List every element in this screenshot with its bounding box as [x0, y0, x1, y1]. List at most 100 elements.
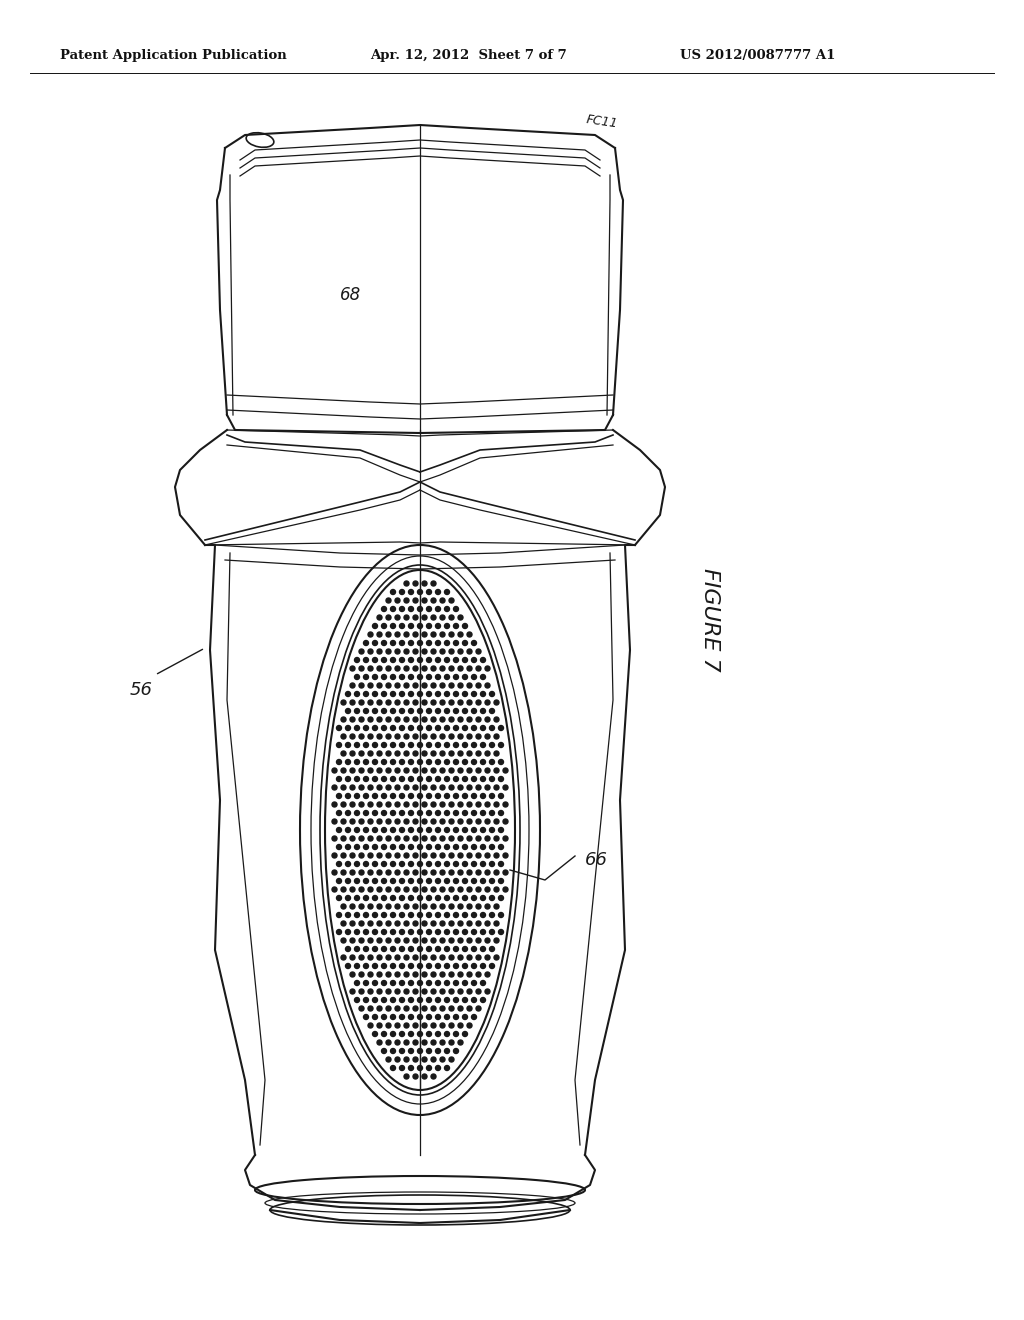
Circle shape: [503, 818, 508, 824]
Circle shape: [427, 776, 431, 781]
Circle shape: [471, 793, 476, 799]
Circle shape: [377, 734, 382, 739]
Circle shape: [449, 803, 454, 807]
Circle shape: [386, 632, 391, 638]
Circle shape: [418, 895, 423, 900]
Circle shape: [458, 649, 463, 653]
Circle shape: [454, 675, 459, 680]
Circle shape: [418, 929, 423, 935]
Circle shape: [359, 972, 364, 977]
Circle shape: [399, 675, 404, 680]
Circle shape: [449, 632, 454, 638]
Circle shape: [440, 818, 445, 824]
Circle shape: [444, 879, 450, 883]
Circle shape: [444, 742, 450, 747]
Circle shape: [354, 828, 359, 833]
Circle shape: [440, 989, 445, 994]
Circle shape: [409, 709, 414, 714]
Circle shape: [467, 667, 472, 671]
Circle shape: [386, 751, 391, 756]
Circle shape: [463, 709, 468, 714]
Circle shape: [332, 853, 337, 858]
Circle shape: [399, 862, 404, 866]
Circle shape: [350, 904, 355, 909]
Circle shape: [413, 598, 418, 603]
Circle shape: [440, 921, 445, 927]
Circle shape: [359, 818, 364, 824]
Circle shape: [435, 692, 440, 697]
Circle shape: [359, 870, 364, 875]
Circle shape: [345, 692, 350, 697]
Circle shape: [503, 870, 508, 875]
Circle shape: [435, 862, 440, 866]
Circle shape: [332, 785, 337, 789]
Circle shape: [467, 818, 472, 824]
Circle shape: [350, 785, 355, 789]
Circle shape: [444, 1048, 450, 1053]
Circle shape: [359, 904, 364, 909]
Circle shape: [359, 667, 364, 671]
Circle shape: [485, 870, 490, 875]
Circle shape: [399, 709, 404, 714]
Circle shape: [364, 929, 369, 935]
Circle shape: [354, 759, 359, 764]
Circle shape: [404, 667, 409, 671]
Circle shape: [440, 785, 445, 789]
Circle shape: [418, 912, 423, 917]
Circle shape: [413, 667, 418, 671]
Circle shape: [399, 1015, 404, 1019]
Circle shape: [440, 1057, 445, 1063]
Circle shape: [422, 1023, 427, 1028]
Circle shape: [404, 768, 409, 774]
Circle shape: [480, 776, 485, 781]
Circle shape: [399, 742, 404, 747]
Circle shape: [373, 759, 378, 764]
Circle shape: [444, 776, 450, 781]
Circle shape: [463, 623, 468, 628]
Circle shape: [404, 1074, 409, 1078]
Circle shape: [476, 904, 481, 909]
Circle shape: [467, 989, 472, 994]
Circle shape: [431, 632, 436, 638]
Circle shape: [427, 1065, 431, 1071]
Circle shape: [458, 921, 463, 927]
Circle shape: [354, 675, 359, 680]
Circle shape: [418, 623, 423, 628]
Circle shape: [422, 1040, 427, 1045]
Circle shape: [382, 998, 386, 1002]
Circle shape: [489, 862, 495, 866]
Circle shape: [359, 768, 364, 774]
Circle shape: [440, 939, 445, 942]
Circle shape: [480, 759, 485, 764]
Circle shape: [489, 810, 495, 816]
Circle shape: [435, 590, 440, 594]
Circle shape: [413, 717, 418, 722]
Circle shape: [467, 921, 472, 927]
Circle shape: [368, 1023, 373, 1028]
Circle shape: [382, 657, 386, 663]
Circle shape: [458, 615, 463, 620]
Circle shape: [413, 989, 418, 994]
Circle shape: [485, 818, 490, 824]
Circle shape: [440, 972, 445, 977]
Circle shape: [444, 606, 450, 611]
Circle shape: [418, 998, 423, 1002]
Circle shape: [454, 759, 459, 764]
Circle shape: [503, 803, 508, 807]
Circle shape: [449, 598, 454, 603]
Circle shape: [467, 649, 472, 653]
Circle shape: [422, 1074, 427, 1078]
Circle shape: [409, 845, 414, 850]
Circle shape: [489, 726, 495, 730]
Circle shape: [413, 768, 418, 774]
Circle shape: [463, 759, 468, 764]
Circle shape: [390, 793, 395, 799]
Circle shape: [413, 870, 418, 875]
Circle shape: [350, 751, 355, 756]
Circle shape: [337, 912, 341, 917]
Circle shape: [444, 810, 450, 816]
Circle shape: [413, 972, 418, 977]
Circle shape: [341, 768, 346, 774]
Circle shape: [399, 759, 404, 764]
Circle shape: [404, 921, 409, 927]
